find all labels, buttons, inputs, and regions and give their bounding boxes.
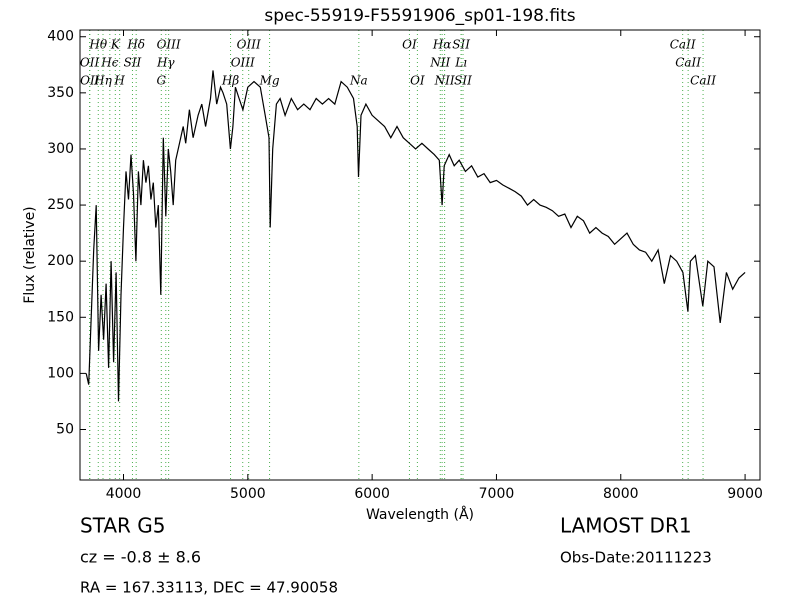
line-label: OII [80,74,100,88]
y-axis-label: Flux (relative) [22,206,38,303]
line-label: G [157,74,167,88]
x-tick-label: 9000 [727,486,763,502]
line-label: Mg [259,74,280,88]
line-label: NII [434,74,455,88]
obs-date: Obs-Date:20111223 [560,549,712,567]
x-tick-label: 5000 [230,486,266,502]
line-label: OI [402,38,417,52]
y-tick-label: 300 [47,141,74,157]
line-label: OIII [231,56,255,70]
line-label: CaII [675,56,701,70]
line-label: SII [124,56,142,70]
survey: LAMOST DR1 [560,514,692,538]
line-label: SII [452,38,470,52]
x-axis-label: Wavelength (Å) [366,506,474,523]
line-label: OIII [237,38,261,52]
line-label: SII [454,74,472,88]
line-label: Lı [454,56,467,70]
y-tick-label: 50 [56,422,74,438]
line-label: H [113,74,125,88]
y-tick-label: 350 [47,85,74,101]
line-label: Hη [93,74,112,88]
y-tick-label: 200 [47,253,74,269]
line-label: Na [349,74,368,88]
plot-frame [79,29,761,481]
x-tick-label: 7000 [479,486,515,502]
line-label: NII [429,56,450,70]
line-label: Hθ [88,38,107,52]
coordinates: RA = 167.33113, DEC = 47.90058 [80,579,338,597]
chart-title: spec-55919-F5591906_sp01-198.fits [264,6,575,26]
line-label: CaII [690,74,716,88]
y-tick-label: 150 [47,309,74,325]
line-label: Hϵ [100,56,118,70]
line-label: CaII [670,38,696,52]
x-tick-label: 6000 [354,486,390,502]
x-tick-label: 4000 [106,486,142,502]
line-label: K [110,38,121,52]
line-label: OI [410,74,425,88]
spectrum [85,70,746,402]
line-label: OIII [157,38,181,52]
line-label: Hβ [221,74,239,88]
y-tick-label: 250 [47,197,74,213]
line-label: Hγ [156,56,175,70]
line-label: Hδ [126,38,145,52]
x-tick-label: 8000 [603,486,639,502]
y-tick-label: 400 [47,29,74,45]
y-tick-label: 100 [47,365,74,381]
object-class: STAR G5 [80,514,166,538]
redshift: cz = -0.8 ± 8.6 [80,548,201,567]
line-label: Hα [432,38,452,52]
